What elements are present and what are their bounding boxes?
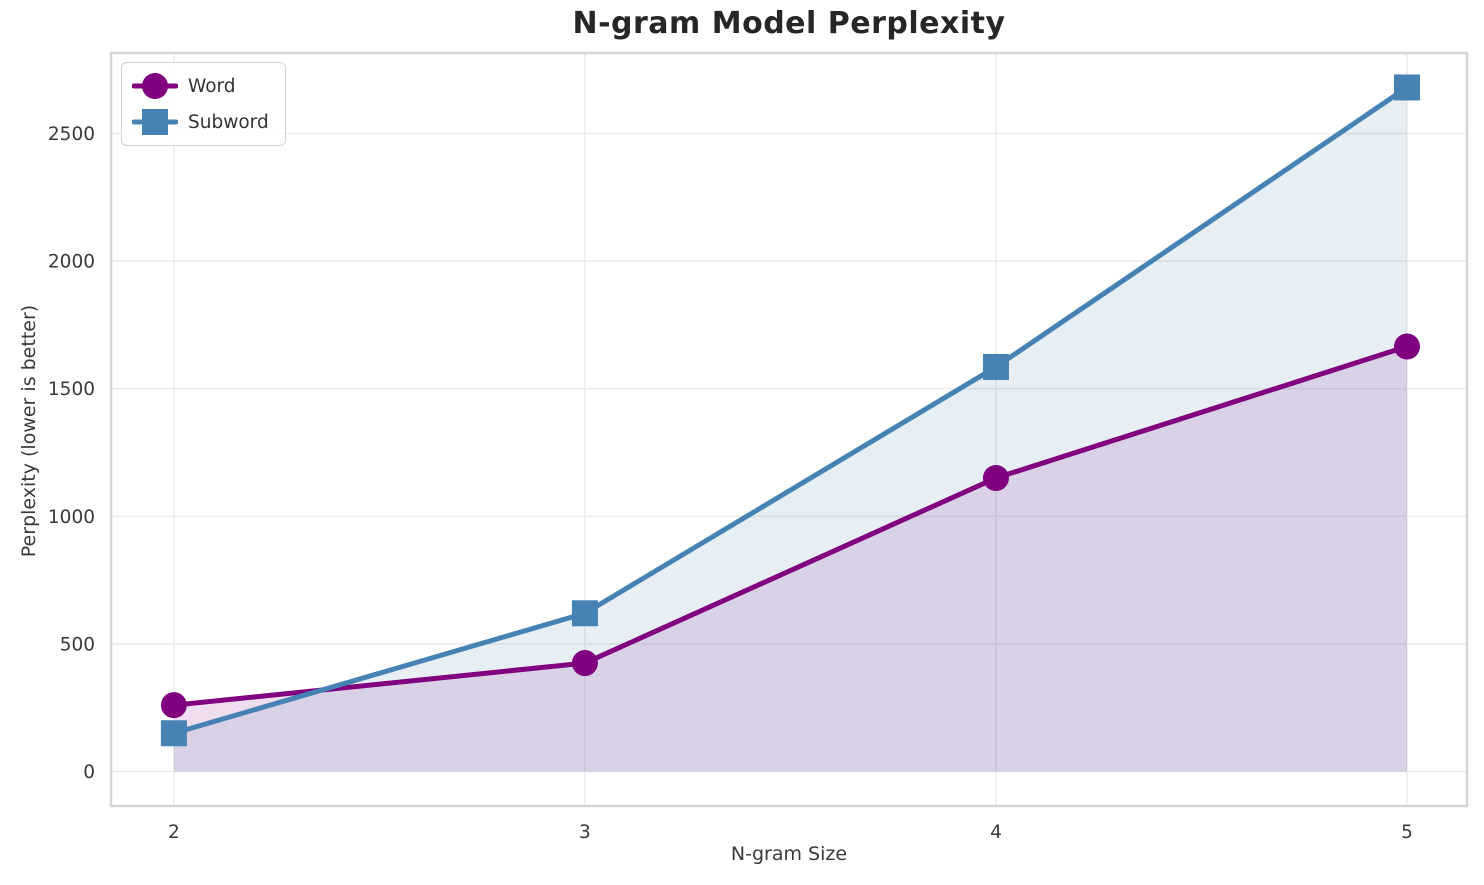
chart-title: N-gram Model Perplexity [572,6,1006,41]
x-tick-label-4: 4 [990,822,1002,843]
x-tick-label-2: 2 [168,822,180,843]
legend-marker-word [132,73,178,99]
legend-marker-subword [132,109,178,135]
y-tick-label-2500: 2500 [48,124,95,145]
y-tick-label-0: 0 [83,762,95,783]
data-point-word-4 [982,464,1009,491]
series-word [160,333,1420,719]
data-point-word-5 [1393,333,1420,360]
data-point-subword-5 [1393,74,1420,101]
legend-box: Word Subword [121,62,286,146]
data-point-subword-2 [160,720,187,747]
x-tick-label-5: 5 [1401,822,1413,843]
y-tick-label-500: 500 [60,634,95,655]
legend-item-word: Word [132,70,269,102]
y-tick-label-2000: 2000 [48,252,95,273]
plot-border [109,51,1469,808]
series-subword [160,74,1420,747]
area-fill-subword [173,87,1407,772]
legend-item-subword: Subword [132,106,269,138]
series-line-subword [171,84,1410,736]
legend-label-word: Word [188,75,236,97]
legend-label-subword: Subword [188,111,269,133]
area-fill-word [173,346,1407,772]
y-tick-label-1000: 1000 [48,507,95,528]
data-point-word-2 [160,692,187,719]
data-point-subword-3 [571,600,598,627]
grid [111,53,1467,806]
series-line-word [171,344,1410,708]
x-axis-label: N-gram Size [730,843,848,865]
x-tick-label-3: 3 [579,822,591,843]
y-axis-label: Perplexity (lower is better) [18,304,40,558]
y-tick-label-1500: 1500 [48,379,95,400]
data-point-word-3 [571,650,598,677]
data-point-subword-4 [982,353,1009,380]
